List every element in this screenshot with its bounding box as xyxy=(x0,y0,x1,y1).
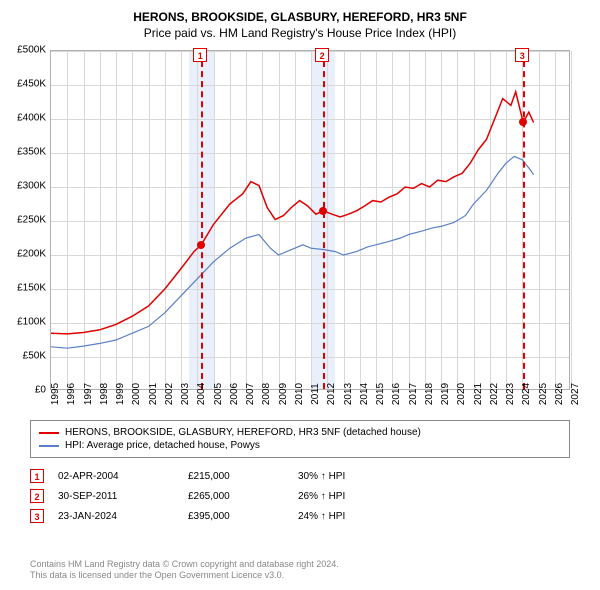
x-axis-label: 2008 xyxy=(261,383,272,405)
series-red xyxy=(51,92,534,334)
y-axis-label: £150K xyxy=(17,283,46,294)
plot-box xyxy=(50,50,570,390)
y-axis-label: £400K xyxy=(17,113,46,124)
event-row-1: 1 02-APR-2004£215,00030% ↑ HPI xyxy=(30,466,570,486)
x-axis-label: 2019 xyxy=(440,383,451,405)
x-axis-label: 2020 xyxy=(456,383,467,405)
x-axis-label: 2023 xyxy=(505,383,516,405)
legend-label-1: HERONS, BROOKSIDE, GLASBURY, HEREFORD, H… xyxy=(65,427,421,438)
x-axis-label: 2001 xyxy=(148,383,159,405)
y-axis-label: £100K xyxy=(17,317,46,328)
y-axis-label: £350K xyxy=(17,147,46,158)
event-marker-1: 1 xyxy=(193,48,207,62)
x-axis-label: 1999 xyxy=(115,383,126,405)
x-axis-label: 2024 xyxy=(521,383,532,405)
x-axis-label: 1995 xyxy=(50,383,61,405)
attribution: Contains HM Land Registry data © Crown c… xyxy=(30,559,339,582)
y-axis-label: £300K xyxy=(17,181,46,192)
x-axis-label: 2006 xyxy=(229,383,240,405)
event-pct: 26% ↑ HPI xyxy=(298,491,378,502)
event-row-marker: 3 xyxy=(30,509,44,523)
x-axis-label: 2007 xyxy=(245,383,256,405)
chart-subtitle: Price paid vs. HM Land Registry's House … xyxy=(0,24,600,46)
event-pct: 24% ↑ HPI xyxy=(298,511,378,522)
x-axis-label: 2002 xyxy=(164,383,175,405)
legend-frame: HERONS, BROOKSIDE, GLASBURY, HEREFORD, H… xyxy=(30,420,570,458)
attribution-line1: Contains HM Land Registry data © Crown c… xyxy=(30,559,339,571)
x-axis-label: 1998 xyxy=(99,383,110,405)
event-pct: 30% ↑ HPI xyxy=(298,471,378,482)
sale-dot xyxy=(319,207,327,215)
legend-swatch-blue xyxy=(39,445,59,447)
y-axis-label: £450K xyxy=(17,79,46,90)
y-axis-label: £50K xyxy=(23,351,46,362)
legend-area: HERONS, BROOKSIDE, GLASBURY, HEREFORD, H… xyxy=(30,420,570,526)
chart-container: HERONS, BROOKSIDE, GLASBURY, HEREFORD, H… xyxy=(0,0,600,590)
y-axis-label: £250K xyxy=(17,215,46,226)
x-axis-label: 2014 xyxy=(359,383,370,405)
y-axis-label: £500K xyxy=(17,45,46,56)
x-axis-label: 2000 xyxy=(131,383,142,405)
x-axis-label: 1996 xyxy=(66,383,77,405)
event-row-3: 3 23-JAN-2024£395,00024% ↑ HPI xyxy=(30,506,570,526)
x-axis-label: 2009 xyxy=(278,383,289,405)
line-svg xyxy=(51,51,571,391)
legend-row-2: HPI: Average price, detached house, Powy… xyxy=(39,439,561,452)
chart-area: £0£50K£100K£150K£200K£250K£300K£350K£400… xyxy=(50,50,570,390)
event-line xyxy=(201,51,203,389)
events-table: 1 02-APR-2004£215,00030% ↑ HPI 2 30-SEP-201… xyxy=(30,466,570,526)
event-row-marker: 2 xyxy=(30,489,44,503)
x-axis-label: 2025 xyxy=(538,383,549,405)
x-axis-label: 2015 xyxy=(375,383,386,405)
x-axis-label: 2010 xyxy=(294,383,305,405)
chart-title: HERONS, BROOKSIDE, GLASBURY, HEREFORD, H… xyxy=(0,0,600,24)
x-axis-label: 2027 xyxy=(570,383,581,405)
x-axis-label: 2003 xyxy=(180,383,191,405)
attribution-line2: This data is licensed under the Open Gov… xyxy=(30,570,339,582)
x-axis-label: 2004 xyxy=(196,383,207,405)
legend-swatch-red xyxy=(39,432,59,434)
event-date: 02-APR-2004 xyxy=(58,471,188,482)
x-axis-label: 2011 xyxy=(310,383,321,405)
legend-row-1: HERONS, BROOKSIDE, GLASBURY, HEREFORD, H… xyxy=(39,426,561,439)
event-date: 30-SEP-2011 xyxy=(58,491,188,502)
legend-label-2: HPI: Average price, detached house, Powy… xyxy=(65,440,260,451)
sale-dot xyxy=(197,241,205,249)
x-axis-label: 2021 xyxy=(473,383,484,405)
event-price: £395,000 xyxy=(188,511,298,522)
x-axis-label: 2012 xyxy=(326,383,337,405)
y-axis-label: £200K xyxy=(17,249,46,260)
x-axis-label: 2026 xyxy=(554,383,565,405)
x-axis-label: 2005 xyxy=(213,383,224,405)
event-row-marker: 1 xyxy=(30,469,44,483)
event-price: £215,000 xyxy=(188,471,298,482)
event-price: £265,000 xyxy=(188,491,298,502)
x-axis-label: 2013 xyxy=(343,383,354,405)
event-marker-2: 2 xyxy=(315,48,329,62)
x-axis-label: 2022 xyxy=(489,383,500,405)
series-blue xyxy=(51,156,534,348)
x-axis-label: 2017 xyxy=(408,383,419,405)
sale-dot xyxy=(519,118,527,126)
x-axis-label: 2018 xyxy=(424,383,435,405)
x-axis-label: 1997 xyxy=(83,383,94,405)
gridline-v xyxy=(571,51,572,389)
event-date: 23-JAN-2024 xyxy=(58,511,188,522)
event-line xyxy=(523,51,525,389)
event-row-2: 2 30-SEP-2011£265,00026% ↑ HPI xyxy=(30,486,570,506)
x-axis-label: 2016 xyxy=(391,383,402,405)
y-axis-label: £0 xyxy=(35,385,46,396)
event-line xyxy=(323,51,325,389)
event-marker-3: 3 xyxy=(515,48,529,62)
